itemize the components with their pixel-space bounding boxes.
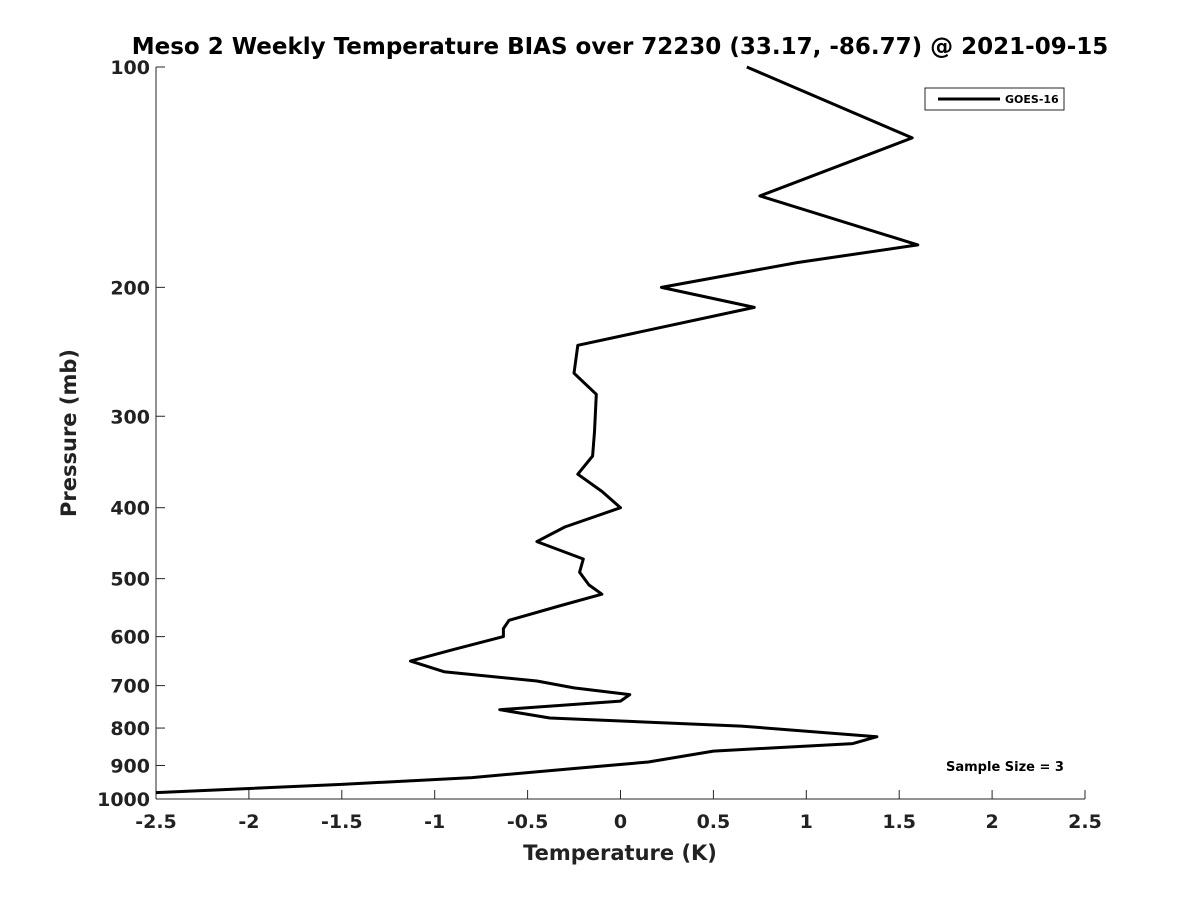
y-tick-label: 800: [110, 718, 150, 740]
legend-label-goes-16: GOES-16: [1005, 93, 1059, 106]
y-tick-label: 600: [110, 627, 150, 649]
x-tick-label: -1.5: [321, 811, 363, 833]
x-tick-label: 1.5: [882, 811, 916, 833]
y-tick-label: 100: [110, 57, 150, 79]
legend: GOES-16: [924, 87, 1065, 111]
x-axis-ticks: -2.5 -2 -1.5 -1 -0.5 0 0.5 1 1.5 2 2.5: [135, 790, 1102, 833]
sample-size-annotation: Sample Size = 3: [946, 760, 1064, 775]
x-tick-label: 2.5: [1068, 811, 1102, 833]
y-axis-ticks: 100 200 300 400 500 600 700 800 900 1000: [97, 57, 165, 811]
y-tick-label: 200: [110, 277, 150, 299]
chart-title: Meso 2 Weekly Temperature BIAS over 7223…: [132, 34, 1109, 60]
y-axis-label: Pressure (mb): [57, 349, 81, 517]
y-tick-label: 900: [110, 756, 150, 778]
plot-area: [155, 67, 1085, 800]
x-tick-label: 1: [800, 811, 813, 833]
y-tick-label: 500: [110, 569, 150, 591]
x-tick-label: 2: [985, 811, 998, 833]
y-tick-label: 400: [110, 498, 150, 520]
x-tick-label: 0.5: [697, 811, 731, 833]
x-tick-label: -0.5: [507, 811, 549, 833]
series-line-goes-16: [155, 65, 920, 795]
y-tick-label: 1000: [97, 789, 150, 811]
x-tick-label: 0: [614, 811, 627, 833]
x-tick-label: -2: [238, 811, 259, 833]
x-tick-label: -2.5: [135, 811, 177, 833]
x-axis-label: Temperature (K): [523, 841, 717, 865]
y-tick-label: 300: [110, 406, 150, 428]
y-tick-label: 700: [110, 676, 150, 698]
x-tick-label: -1: [424, 811, 445, 833]
